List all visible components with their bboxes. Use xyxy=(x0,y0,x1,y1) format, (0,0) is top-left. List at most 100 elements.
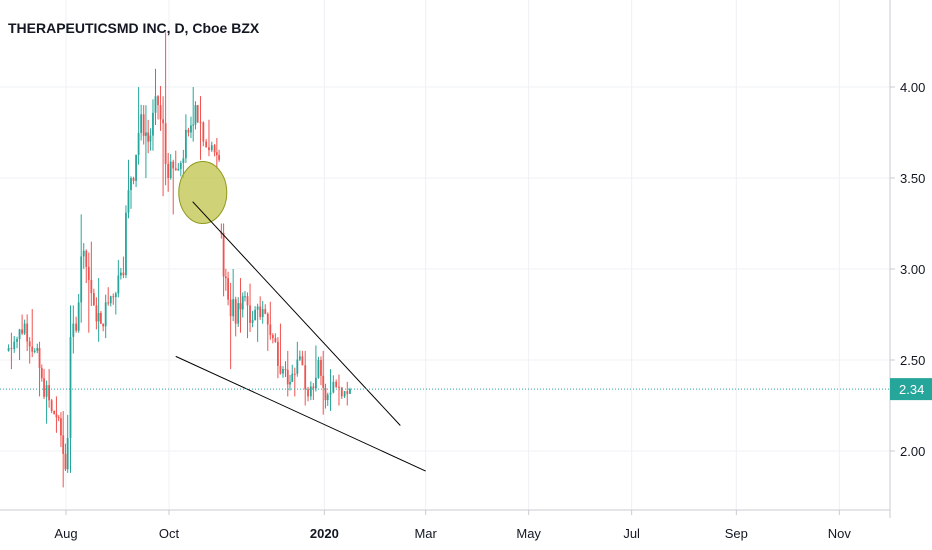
candle xyxy=(55,396,58,433)
candle xyxy=(102,323,105,332)
candle xyxy=(261,301,264,324)
candle-body xyxy=(48,385,51,401)
candle-body xyxy=(72,323,75,337)
candle-body xyxy=(177,168,180,171)
candle xyxy=(329,369,332,411)
candle xyxy=(271,333,274,344)
candle xyxy=(254,306,257,321)
candle-body xyxy=(23,323,26,334)
candle xyxy=(269,301,272,340)
candle xyxy=(147,119,150,154)
candle-body xyxy=(80,256,83,303)
candle-body xyxy=(90,279,93,294)
candle xyxy=(114,291,117,315)
candle xyxy=(291,364,294,383)
candle xyxy=(90,241,93,307)
candle xyxy=(335,379,338,388)
candle-body xyxy=(346,391,349,394)
candle-body xyxy=(224,276,227,279)
candle-body xyxy=(130,178,132,191)
candle xyxy=(199,96,202,160)
candle xyxy=(282,366,284,378)
candle-body xyxy=(229,299,232,317)
candle xyxy=(317,356,320,379)
x-tick-label: Sep xyxy=(725,526,748,541)
candle-body xyxy=(53,410,56,415)
candle-body xyxy=(137,132,140,155)
candle-body xyxy=(309,386,312,397)
candle-body xyxy=(284,369,287,371)
candle xyxy=(142,105,145,145)
candle xyxy=(251,310,254,328)
drawing-overlays xyxy=(175,161,426,472)
last-price-label: 2.34 xyxy=(899,382,924,397)
candle xyxy=(77,293,80,333)
candle xyxy=(66,414,69,473)
price-axis[interactable]: 2.00 2.50 3.00 3.50 4.00 xyxy=(890,80,925,459)
x-tick-label: Mar xyxy=(414,526,437,541)
candle-body xyxy=(320,360,322,376)
candle-body xyxy=(109,296,112,304)
candle xyxy=(187,127,190,137)
candle xyxy=(18,328,21,360)
highlight-circle xyxy=(178,161,228,225)
candle-body xyxy=(301,356,304,366)
candle-body xyxy=(190,125,192,133)
candle xyxy=(159,85,162,131)
candle xyxy=(140,104,143,141)
candle-body xyxy=(251,319,254,323)
candle xyxy=(315,345,317,392)
candle-body xyxy=(159,105,162,120)
candle-body xyxy=(64,453,67,470)
candle-body xyxy=(57,417,60,419)
candle-body xyxy=(222,233,225,277)
candle xyxy=(244,291,246,302)
candle xyxy=(38,341,41,397)
candle xyxy=(239,278,242,333)
candle xyxy=(28,337,31,364)
candle xyxy=(179,160,182,177)
candle-body xyxy=(38,348,41,368)
candle-body xyxy=(16,339,18,342)
candle-body xyxy=(326,394,329,401)
candle-body xyxy=(140,114,143,133)
candle xyxy=(229,282,232,370)
candle-body xyxy=(104,302,107,327)
candle-body xyxy=(349,389,351,394)
candle-body xyxy=(152,112,154,136)
candle-body xyxy=(256,306,259,310)
candle xyxy=(132,176,135,185)
candle-body xyxy=(95,305,98,322)
candle-body xyxy=(87,266,90,280)
time-axis[interactable]: Aug Oct 2020 Mar May Jul Sep Nov xyxy=(54,510,851,541)
candle-body xyxy=(164,123,167,164)
candle-body xyxy=(282,369,284,374)
candle xyxy=(218,149,220,162)
candle xyxy=(202,121,205,147)
candle-body xyxy=(40,367,43,379)
candle-body xyxy=(271,335,274,339)
candle xyxy=(259,296,262,320)
x-tick-label: Oct xyxy=(159,526,180,541)
candle-body xyxy=(127,190,130,213)
candle-body xyxy=(187,129,190,133)
candle xyxy=(234,296,237,337)
candle xyxy=(174,150,177,171)
candle-body xyxy=(50,400,53,411)
candle-body xyxy=(99,312,102,324)
candle xyxy=(298,350,301,361)
candle-body xyxy=(55,414,58,418)
candle xyxy=(340,387,343,399)
lower-trendline xyxy=(175,355,426,472)
candle-body xyxy=(329,392,332,395)
candle-body xyxy=(293,373,296,375)
candle xyxy=(220,223,223,239)
candle-body xyxy=(332,381,335,393)
candle xyxy=(312,383,315,401)
candle-body xyxy=(85,250,88,267)
candle xyxy=(43,369,45,400)
candle-body xyxy=(107,302,110,304)
candle xyxy=(213,143,216,157)
candle-body xyxy=(43,378,45,397)
